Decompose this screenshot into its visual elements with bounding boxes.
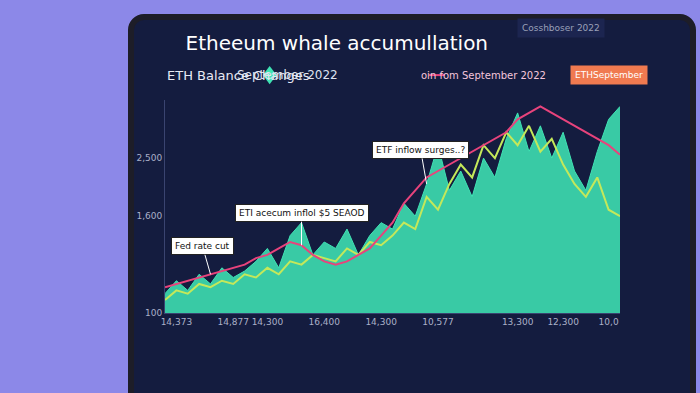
svg-text:September 2022: September 2022 (237, 68, 338, 82)
svg-text:10,577: 10,577 (422, 317, 454, 327)
svg-text:2,500: 2,500 (136, 153, 162, 163)
svg-text:Etheeum whale accumullation: Etheeum whale accumullation (186, 31, 489, 55)
svg-text:ETHSeptember: ETHSeptember (575, 70, 643, 80)
svg-text:13,300: 13,300 (502, 317, 534, 327)
svg-text:16,400: 16,400 (309, 317, 341, 327)
svg-text:14,877: 14,877 (218, 317, 250, 327)
svg-text:14,373: 14,373 (161, 317, 193, 327)
svg-text:1,600: 1,600 (136, 211, 162, 221)
svg-text:100: 100 (145, 308, 162, 318)
svg-text:ETI acecum inflol $5 SEAOD: ETI acecum inflol $5 SEAOD (239, 208, 365, 218)
svg-text:12,300: 12,300 (547, 317, 579, 327)
svg-text:10,0: 10,0 (599, 317, 619, 327)
svg-text:ETH Balance Changes: ETH Balance Changes (167, 68, 310, 83)
svg-text:14,300: 14,300 (252, 317, 284, 327)
svg-text:Cosshboser 2022: Cosshboser 2022 (522, 23, 600, 33)
svg-text:ETF inflow surges..?: ETF inflow surges..? (376, 145, 465, 155)
svg-text:oin fom September 2022: oin fom September 2022 (421, 70, 546, 81)
svg-text:Fed rate cut: Fed rate cut (175, 241, 230, 251)
svg-text:14,300: 14,300 (365, 317, 397, 327)
